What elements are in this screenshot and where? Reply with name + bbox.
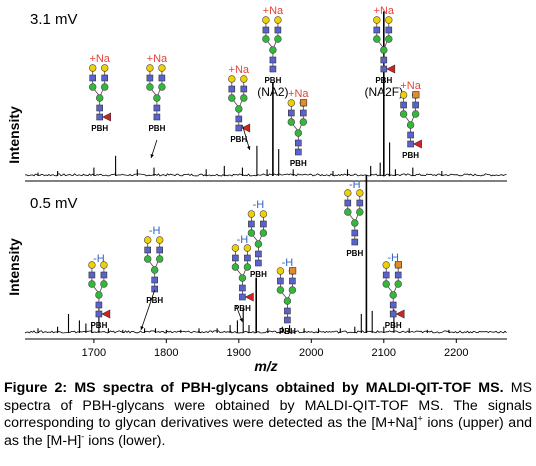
upper-peaks <box>37 11 443 176</box>
pbh-tag-label: PBH <box>346 249 363 258</box>
glycan-name-label: (NA2F) <box>364 85 403 99</box>
glycan-structure-icon <box>228 76 249 132</box>
pbh-tag-label: PBH <box>91 124 108 133</box>
x-tick-label-0: 1700 <box>82 347 106 359</box>
adduct-label: -H <box>93 253 105 265</box>
lower-annotation-0: -H PBH <box>89 253 110 330</box>
adduct-label: +Na <box>147 53 168 65</box>
pbh-tag-label: PBH <box>385 321 402 330</box>
upper-annotation-5: +Na PBH(NA2F) <box>364 5 403 99</box>
x-ticks: 1700 1800 1900 2000 2100 2200 <box>82 339 469 359</box>
upper-annotation-1: +Na PBH <box>146 53 168 133</box>
x-axis-label: m/z <box>254 358 277 374</box>
caption-body-post: ions (lower). <box>84 432 166 449</box>
ms-spectra-figure: 3.1 mV Intensity +Na PBH +Na PBH +Na PBH +Na PB… <box>6 5 507 374</box>
pointer-arrowhead-1 <box>247 146 251 150</box>
pbh-tag-label: PBH <box>250 270 267 279</box>
upper-annotation-6: +Na PBH <box>400 80 422 160</box>
upper-noise-baseline <box>24 173 507 177</box>
glycan-structure-icon <box>277 268 296 324</box>
glycan-structure-icon <box>89 65 110 121</box>
x-tick-label-2: 1900 <box>227 347 251 359</box>
lower-panel-label: 0.5 mV <box>30 195 78 212</box>
pointer-arrow-2 <box>140 289 156 331</box>
glycan-name-label: (NA2) <box>257 85 288 99</box>
lower-annotations: -H PBH -H PBH -H PBH -H PBH -H PBH -H PBH -H PBH <box>89 179 405 336</box>
x-tick-label-3: 2000 <box>299 347 323 359</box>
caption-sup-plus: + <box>417 413 423 424</box>
adduct-label: -H <box>253 199 265 211</box>
upper-panel-label: 3.1 mV <box>30 11 78 28</box>
adduct-label: +Na <box>400 80 421 92</box>
glycan-structure-icon <box>262 16 282 73</box>
pointer-arrowhead-0 <box>150 154 154 158</box>
x-axis: 1700 1800 1900 2000 2100 2200 m/z <box>25 338 507 374</box>
pbh-tag-label: PBH <box>146 296 163 305</box>
adduct-label: -H <box>237 234 249 246</box>
lower-annotation-1: -H PBH <box>143 225 164 305</box>
adduct-label: -H <box>282 257 294 269</box>
upper-ylabel: Intensity <box>6 106 22 164</box>
pbh-tag-label: PBH <box>375 76 392 85</box>
x-tick-label-1: 1800 <box>154 347 178 359</box>
pbh-tag-label: PBH <box>230 135 247 144</box>
pbh-tag-label: PBH <box>279 327 296 336</box>
glycan-structure-icon <box>383 262 404 319</box>
pbh-tag-label: PBH <box>402 151 419 160</box>
upper-annotation-0: +Na PBH <box>89 53 111 133</box>
upper-annotation-4: +Na PBH <box>288 88 309 168</box>
adduct-label: -H <box>387 252 399 264</box>
adduct-label: +Na <box>89 53 110 65</box>
lower-annotation-5: -H PBH <box>343 179 364 258</box>
adduct-label: +Na <box>374 5 395 17</box>
pointer-arrow-1 <box>242 124 251 151</box>
lower-annotation-3: -H PBH <box>247 199 268 279</box>
glycan-structure-icon <box>288 100 307 156</box>
caption-body-mid: ions (upper) and as the [M-H] <box>4 415 532 449</box>
lower-spectrum-panel: 0.5 mV Intensity -H PBH -H PBH -H PBH -H PBH -H P… <box>6 175 507 336</box>
pbh-tag-label: PBH <box>234 304 251 313</box>
glycan-structure-icon <box>400 92 421 149</box>
lower-ylabel: Intensity <box>6 238 22 296</box>
adduct-label: +Na <box>229 64 250 76</box>
glycan-structure-icon <box>146 64 166 121</box>
lower-annotation-4: -H PBH <box>277 257 296 336</box>
caption-body-pre: MS spectra of PBH-glycans were obtained … <box>4 380 532 431</box>
lower-noise-baseline <box>24 330 507 334</box>
caption-title: Figure 2: MS spectra of PBH-glycans obta… <box>4 380 504 396</box>
pbh-tag-label: PBH <box>264 76 281 85</box>
glycan-structure-icon <box>143 236 164 293</box>
glycan-structure-icon <box>247 210 268 267</box>
glycan-structure-icon <box>343 189 364 246</box>
x-tick-label-4: 2100 <box>372 347 396 359</box>
upper-spectrum-panel: 3.1 mV Intensity +Na PBH +Na PBH +Na PBH +Na PB… <box>6 5 507 177</box>
adduct-label: -H <box>149 225 161 237</box>
pointer-arrowhead-3 <box>239 318 243 322</box>
figure-caption: Figure 2: MS spectra of PBH-glycans obta… <box>4 380 532 450</box>
adduct-label: +Na <box>288 88 309 100</box>
caption-sup-minus: - <box>81 430 85 441</box>
pbh-tag-label: PBH <box>148 124 165 133</box>
x-tick-label-5: 2200 <box>444 347 468 359</box>
adduct-label: -H <box>349 179 361 191</box>
adduct-label: +Na <box>263 5 284 17</box>
pointer-arrowhead-2 <box>140 326 144 330</box>
upper-annotation-3: +Na PBH(NA2) <box>257 5 288 99</box>
upper-annotation-2: +Na PBH <box>228 64 250 144</box>
glycan-structure-icon <box>89 262 110 318</box>
pbh-tag-label: PBH <box>90 321 107 330</box>
pbh-tag-label: PBH <box>290 159 307 168</box>
lower-annotation-2: -H PBH <box>232 234 253 313</box>
lower-annotation-6: -H PBH <box>383 252 404 330</box>
